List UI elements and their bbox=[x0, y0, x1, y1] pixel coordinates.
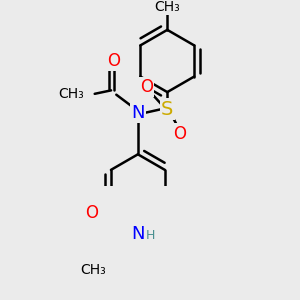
Text: S: S bbox=[161, 100, 173, 119]
Text: N: N bbox=[131, 225, 145, 243]
Text: N: N bbox=[131, 104, 145, 122]
Text: CH₃: CH₃ bbox=[80, 263, 106, 277]
Text: O: O bbox=[85, 204, 98, 222]
Text: H: H bbox=[145, 229, 155, 242]
Text: CH₃: CH₃ bbox=[154, 0, 180, 14]
Text: CH₃: CH₃ bbox=[58, 87, 84, 101]
Text: O: O bbox=[173, 124, 186, 142]
Text: O: O bbox=[107, 52, 120, 70]
Text: O: O bbox=[140, 78, 153, 96]
